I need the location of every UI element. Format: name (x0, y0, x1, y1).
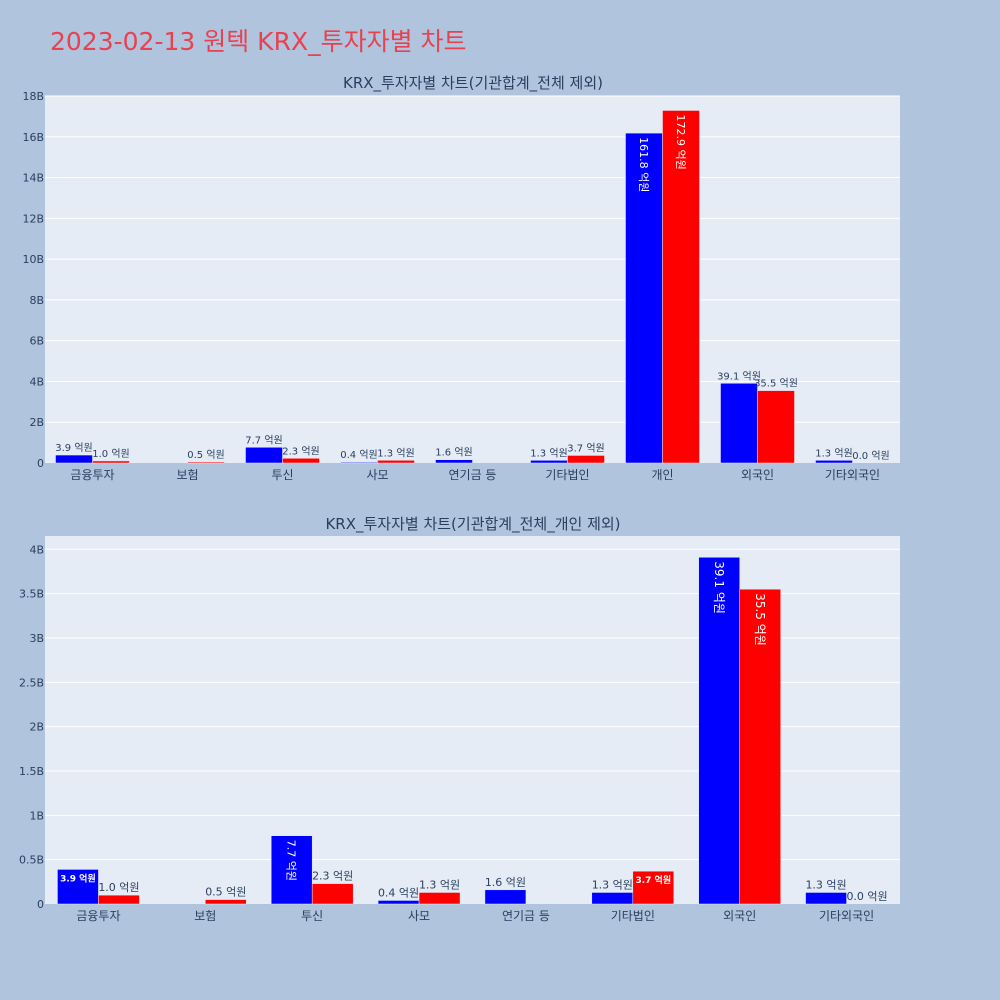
bar-buy (625, 132, 663, 464)
x-tick-label: 금융투자 (76, 909, 120, 923)
chart-2: KRX_투자자별 차트(기관합계_전체_개인 제외) 0 0.5B 1B 1.5B 2B 2… (19, 515, 900, 923)
y-tick-label: 8B (29, 294, 44, 307)
bar-buy (815, 460, 853, 464)
data-label: 7.7 억원 (245, 434, 282, 446)
data-label: 1.3 억원 (419, 878, 460, 891)
bar-buy (55, 454, 93, 464)
data-label: 35.5 억원 (754, 378, 798, 390)
chart-1: KRX_투자자별 차트(기관합계_전체 제외) 0 2B 4B 6B 8B 10B 12B 14… (22, 74, 900, 482)
x-tick-label: 기타외국인 (819, 909, 874, 923)
data-label: 2.3 억원 (282, 445, 319, 457)
bar-buy (720, 383, 758, 464)
x-tick-label: 외국인 (741, 468, 774, 482)
y-tick-label: 0 (37, 457, 44, 470)
data-label: 7.7 억원 (285, 840, 298, 881)
bar-buy (245, 447, 283, 464)
bar-sell (187, 461, 225, 464)
y-tick-label: 0.5B (19, 854, 44, 867)
data-label: 39.1 억원 (712, 561, 726, 614)
y-tick-label: 1B (29, 809, 44, 822)
bar-sell (282, 458, 320, 464)
data-label: 39.1 억원 (717, 370, 761, 382)
y-tick-label: 4B (29, 543, 44, 556)
x-tick-label: 기타법인 (545, 468, 589, 482)
bar-sell (662, 110, 700, 464)
data-label: 1.3 억원 (530, 447, 567, 459)
x-tick-label: 사모 (408, 909, 430, 923)
bar-buy (530, 460, 568, 464)
x-tick-label: 투신 (301, 909, 323, 923)
bar-buy (591, 892, 634, 905)
x-tick-label: 외국인 (723, 909, 756, 923)
bar-buy (435, 459, 473, 464)
bar-buy (57, 869, 99, 905)
data-label: 3.9 억원 (60, 872, 96, 884)
bar-sell (377, 460, 415, 464)
data-label: 1.3 억원 (377, 447, 414, 459)
data-label: 3.9 억원 (55, 442, 92, 454)
chart-title: KRX_투자자별 차트(기관합계_전체_개인 제외) (325, 515, 620, 534)
data-label: 172.9 억원 (674, 114, 687, 169)
y-tick-label: 3.5B (19, 588, 44, 601)
y-tick-label: 0 (37, 898, 44, 911)
x-tick-label: 기타외국인 (825, 468, 880, 482)
x-tick-label: 연기금 등 (449, 468, 497, 482)
data-label: 161.8 억원 (637, 137, 650, 192)
data-label: 3.7 억원 (567, 442, 604, 454)
bar-buy (377, 900, 420, 905)
page-title: 2023-02-13 원텍 KRX_투자자별 차트 (50, 27, 467, 56)
y-tick-label: 4B (29, 375, 44, 388)
x-tick-label: 개인 (651, 468, 673, 482)
data-label: 0.0 억원 (852, 450, 889, 462)
y-tick-label: 1.5B (19, 765, 44, 778)
y-tick-label: 10B (22, 253, 44, 266)
data-label: 1.3 억원 (592, 878, 633, 891)
data-label: 0.0 억원 (846, 890, 887, 903)
y-tick-label: 3B (29, 632, 44, 645)
bar-sell (567, 455, 605, 464)
y-tick-label: 12B (22, 212, 44, 225)
bar-sell (98, 894, 140, 905)
data-label: 2.3 억원 (312, 870, 353, 883)
bar-buy (698, 557, 740, 905)
data-label: 1.3 억원 (805, 878, 846, 891)
bar-buy (340, 461, 378, 464)
data-label: 0.4 억원 (340, 449, 377, 461)
y-tick-label: 2B (29, 416, 44, 429)
data-label: 0.5 억원 (205, 886, 246, 899)
data-label: 1.0 억원 (92, 448, 129, 460)
data-label: 1.6 억원 (435, 447, 472, 459)
x-tick-label: 기타법인 (611, 909, 655, 923)
bar-sell (311, 883, 354, 905)
y-tick-label: 18B (22, 90, 44, 103)
data-label: 0.4 억원 (378, 886, 419, 899)
bar-sell (757, 390, 795, 464)
x-tick-label: 보험 (194, 909, 216, 923)
x-tick-label: 보험 (176, 468, 198, 482)
x-tick-label: 금융투자 (70, 468, 114, 482)
bar-sell (632, 870, 675, 905)
y-tick-label: 2B (29, 721, 44, 734)
bar-sell (92, 460, 130, 464)
bar-buy (484, 889, 527, 905)
bar-buy (270, 835, 313, 905)
data-label: 0.5 억원 (187, 449, 224, 461)
x-tick-label: 사모 (366, 468, 388, 482)
data-label: 35.5 억원 (753, 593, 767, 646)
chart-title: KRX_투자자별 차트(기관합계_전체 제외) (343, 74, 603, 93)
y-tick-label: 16B (22, 131, 44, 144)
y-tick-label: 14B (22, 172, 44, 185)
bar-buy (805, 892, 847, 905)
x-tick-label: 연기금 등 (502, 909, 550, 923)
bar-sell (205, 899, 247, 905)
data-label: 1.6 억원 (485, 876, 526, 889)
bar-sell (739, 588, 781, 905)
data-label: 1.0 억원 (98, 881, 139, 894)
bar-sell (418, 892, 461, 905)
x-tick-label: 투신 (271, 468, 293, 482)
y-tick-label: 2.5B (19, 676, 44, 689)
y-tick-label: 6B (29, 335, 44, 348)
data-label: 3.7 억원 (635, 874, 671, 886)
data-label: 1.3 억원 (815, 447, 852, 459)
